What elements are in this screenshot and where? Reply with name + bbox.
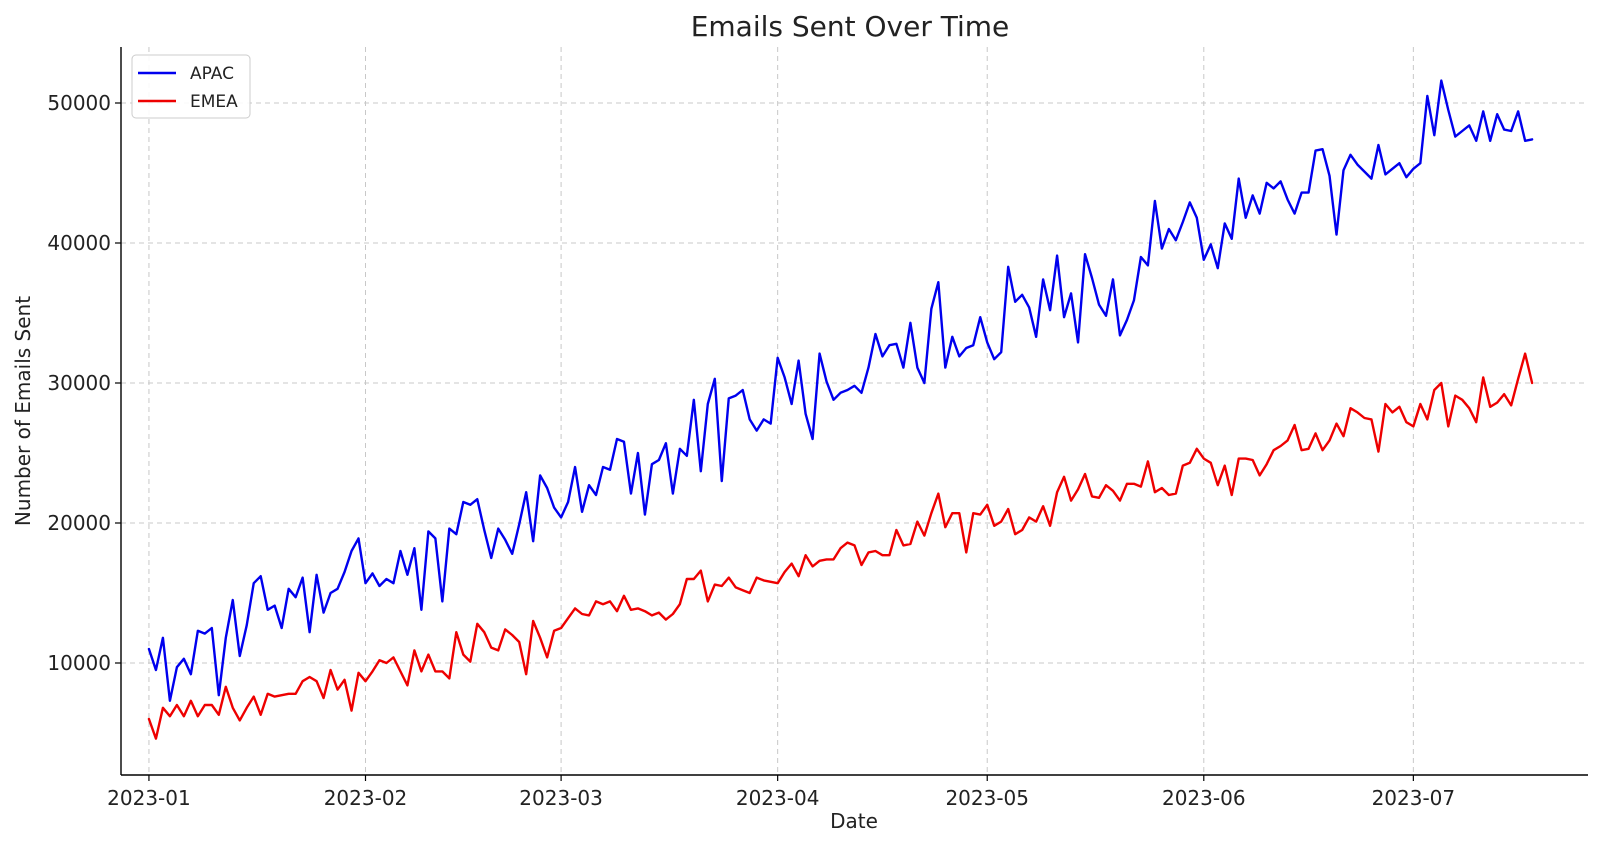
y-axis-label: Number of Emails Sent [11,296,35,526]
x-tick-label: 2023-04 [736,786,820,810]
x-tick-label: 2023-06 [1162,786,1246,810]
y-tick-label: 10000 [47,651,111,675]
x-tick-label: 2023-03 [519,786,603,810]
grid [121,47,1588,775]
legend: APAC EMEA [131,54,251,119]
y-tick-label: 40000 [47,231,111,255]
x-axis-ticks: 2023-01 2023-02 2023-03 2023-04 2023-05 2023-… [107,775,1455,810]
x-tick-label: 2023-05 [945,786,1029,810]
legend-box [131,54,251,119]
x-tick-label: 2023-02 [324,786,408,810]
series-line-emea [147,352,1534,740]
y-tick-label: 50000 [47,91,111,115]
x-axis-label: Date [830,809,878,833]
x-tick-label: 2023-01 [107,786,191,810]
x-tick-label: 2023-07 [1372,786,1456,810]
legend-label-emea: EMEA [190,92,238,112]
chart-title: Emails Sent Over Time [691,10,1010,43]
y-tick-label: 20000 [47,511,111,535]
series-group [147,79,1534,740]
y-axis-ticks: 10000 20000 30000 40000 50000 [47,91,121,675]
legend-label-apac: APAC [190,64,234,84]
y-tick-label: 30000 [47,371,111,395]
series-line-apac [147,79,1534,702]
plot-spines [120,47,1588,776]
